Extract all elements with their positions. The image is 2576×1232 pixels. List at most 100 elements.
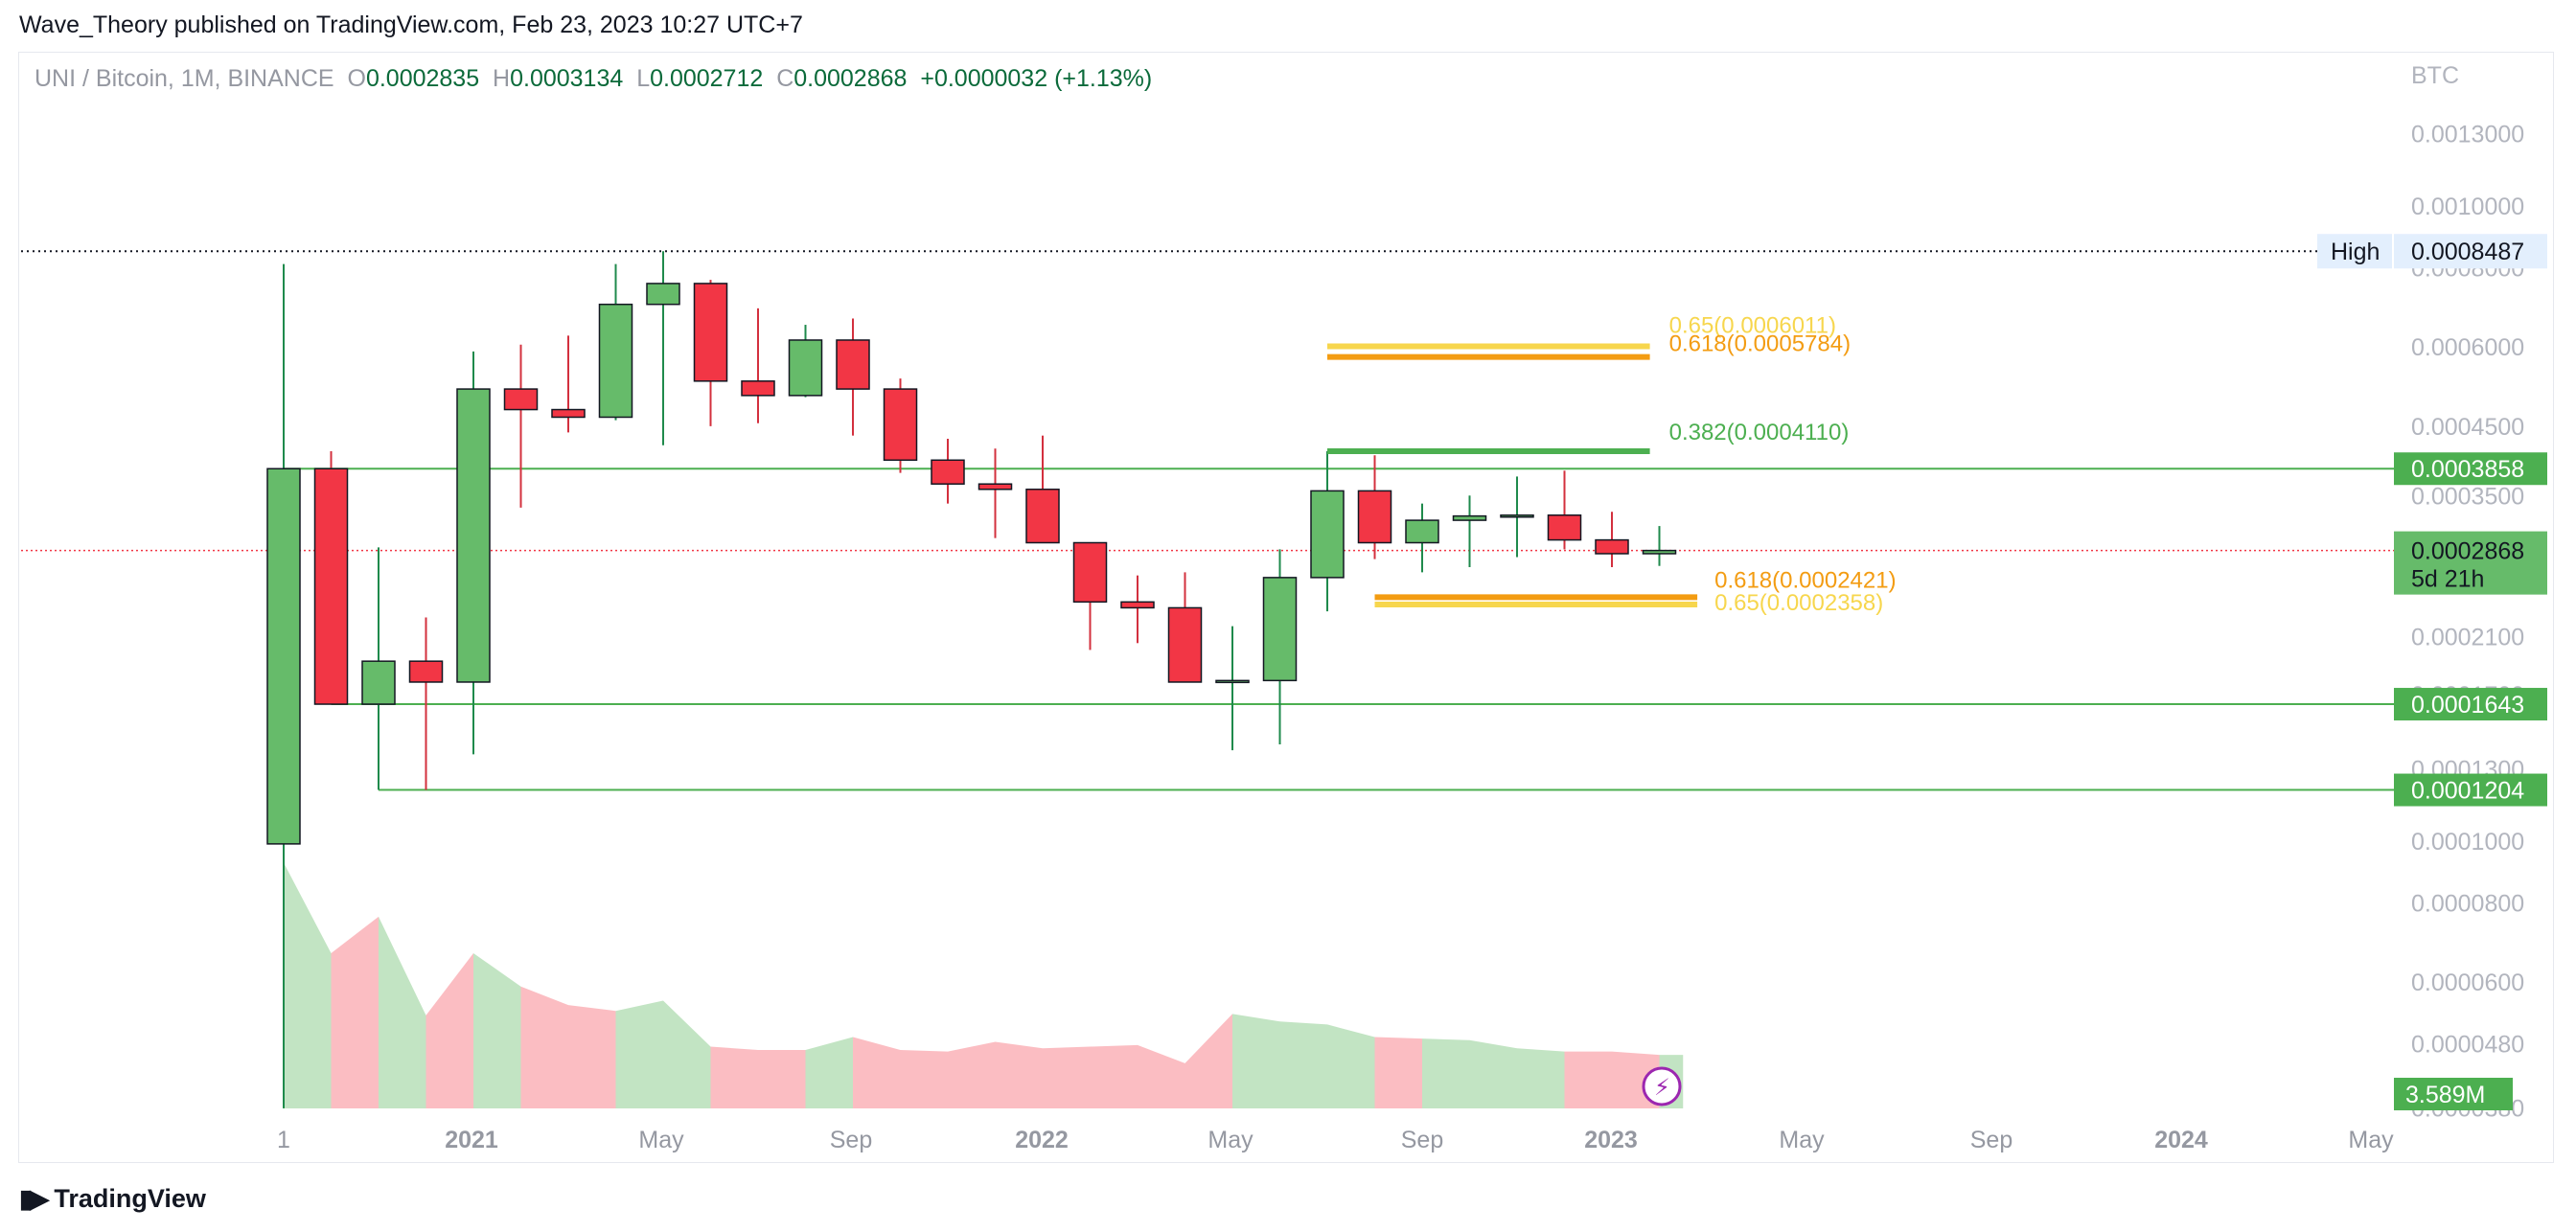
volume-segment	[1043, 1046, 1091, 1108]
y-tick-label: 0.0000600	[2411, 970, 2524, 996]
last-price-badge: 0.0002868	[2411, 538, 2524, 565]
volume-segment	[710, 1046, 758, 1108]
open-label: O	[347, 65, 366, 92]
x-tick-label: 2022	[1015, 1127, 1069, 1153]
candle-body	[266, 468, 301, 845]
volume-segment	[1517, 1048, 1565, 1108]
change-value: +0.0000032 (+1.13%)	[920, 65, 1153, 92]
low-value: 0.0002712	[650, 65, 764, 92]
candle-body	[503, 388, 539, 411]
y-tick-label: 0.0006000	[2411, 334, 2524, 361]
candle-body	[456, 388, 491, 683]
price-line-badge: 0.0001643	[2411, 692, 2524, 719]
volume-segment	[426, 952, 473, 1108]
candle-body	[1452, 514, 1487, 521]
y-tick-label: 0.0001000	[2411, 829, 2524, 856]
y-tick-label: 0.0010000	[2411, 194, 2524, 220]
volume-segment	[948, 1041, 996, 1108]
volume-segment	[1090, 1044, 1138, 1108]
candle-body	[883, 388, 918, 462]
open-value: 0.0002835	[365, 65, 480, 92]
y-tick-label: 0.0000800	[2411, 890, 2524, 917]
tradingview-logo[interactable]: ▮▶ TradingView	[19, 1184, 206, 1214]
candle-body	[1500, 513, 1534, 518]
candle-body	[978, 483, 1013, 491]
volume-segment	[1184, 1014, 1232, 1108]
candle-body	[1595, 538, 1629, 555]
volume-segment	[615, 1000, 663, 1108]
fib-level-label: 0.618(0.0002421)	[1714, 567, 1897, 593]
candle-body	[931, 459, 965, 485]
lightning-icon	[1642, 1066, 1682, 1107]
symbol-name[interactable]: UNI / Bitcoin, 1M, BINANCE	[34, 65, 334, 92]
close-label: C	[776, 65, 794, 92]
volume-badge: 3.589M	[2405, 1082, 2485, 1108]
y-tick-label: 0.0013000	[2411, 121, 2524, 148]
fib-level-label: 0.382(0.0004110)	[1669, 420, 1850, 445]
high-value: 0.0003134	[510, 65, 624, 92]
volume-segment	[805, 1037, 853, 1108]
candle-body	[598, 303, 633, 419]
y-tick-label: 0.0003500	[2411, 483, 2524, 510]
y-axis-unit: BTC	[2411, 62, 2459, 89]
volume-segment	[900, 1049, 948, 1108]
x-tick-label: May	[1208, 1127, 1254, 1153]
candle-body	[1642, 549, 1677, 555]
price-line-badge-bg	[2394, 773, 2547, 807]
lightning-glyph: ⚡	[1654, 1074, 1670, 1101]
price-line-badge-bg	[2394, 452, 2547, 486]
chart-frame	[18, 52, 2554, 1163]
fib-level-label: 0.65(0.0006011)	[1669, 313, 1836, 339]
volume-segment	[1374, 1037, 1422, 1108]
candle-body	[408, 660, 444, 683]
volume-badge-bg	[2394, 1078, 2513, 1110]
candle-body	[741, 380, 775, 397]
candle-body	[1167, 606, 1203, 683]
x-tick-label: May	[638, 1127, 684, 1153]
last-price-badge-bg	[2394, 531, 2547, 595]
volume-segment	[1422, 1038, 1470, 1108]
candle-body	[1405, 519, 1439, 544]
x-tick-label: Sep	[830, 1127, 872, 1153]
volume-segment	[520, 986, 568, 1108]
candle-body	[836, 339, 870, 390]
candle-body	[361, 660, 396, 705]
candle-body	[646, 283, 680, 306]
candle-body	[1072, 541, 1108, 604]
tv-logo-icon: ▮▶	[19, 1184, 49, 1213]
candle-body	[551, 408, 586, 419]
candle-body	[1215, 679, 1250, 684]
candle-body	[693, 283, 728, 382]
volume-segment	[1279, 1021, 1327, 1108]
high-value-badge: 0.0008487	[2411, 239, 2524, 265]
y-tick-label: 0.0002100	[2411, 624, 2524, 650]
y-tick-label: 0.0004500	[2411, 414, 2524, 441]
x-tick-label: 2021	[445, 1127, 498, 1153]
x-tick-label: Sep	[1970, 1127, 2012, 1153]
volume-segment	[568, 1005, 616, 1108]
volume-segment	[758, 1049, 806, 1108]
candle-body	[1357, 490, 1392, 544]
attribution: Wave_Theory published on TradingView.com…	[19, 11, 803, 38]
volume-segment	[473, 952, 521, 1108]
price-line-badge: 0.0003858	[2411, 456, 2524, 483]
x-tick-label: 1	[277, 1127, 290, 1153]
high-value-badge-bg	[2394, 234, 2547, 269]
volume-segment	[995, 1041, 1043, 1108]
volume-segment	[379, 916, 426, 1108]
close-value: 0.0002868	[794, 65, 908, 92]
volume-segment	[1469, 1039, 1517, 1108]
candle-body	[1547, 513, 1582, 541]
high-badge-bg	[2317, 234, 2392, 269]
x-tick-label: May	[2348, 1127, 2394, 1153]
high-badge-label: High	[2331, 239, 2380, 265]
brand-name: TradingView	[54, 1184, 206, 1213]
volume-segment	[1138, 1044, 1185, 1108]
volume-segment	[1564, 1051, 1612, 1108]
volume-segment	[331, 916, 379, 1108]
x-tick-label: 2024	[2154, 1127, 2208, 1153]
low-label: L	[636, 65, 651, 92]
x-tick-label: 2023	[1584, 1127, 1638, 1153]
x-tick-label: Sep	[1401, 1127, 1443, 1153]
